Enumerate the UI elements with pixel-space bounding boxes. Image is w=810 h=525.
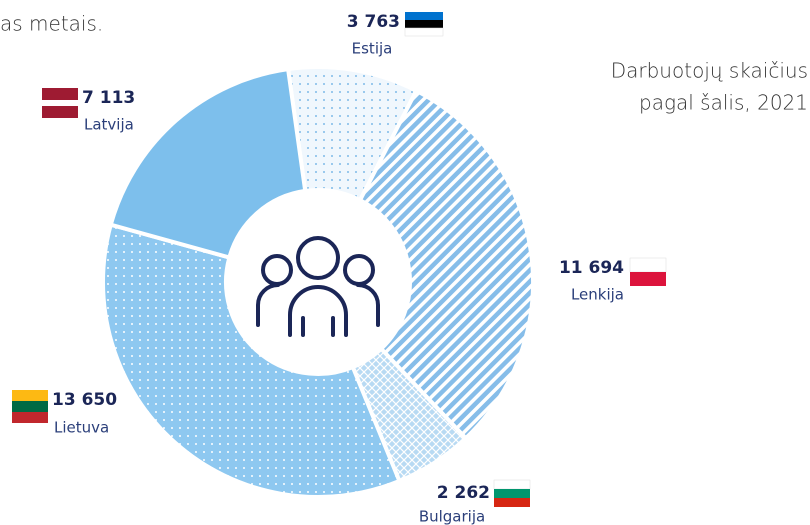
- value-label: 2 262: [437, 483, 490, 503]
- value-label: 3 763: [347, 12, 400, 32]
- category-label: Latvija: [84, 116, 134, 134]
- chart-title: pagal šalis, 2021: [639, 91, 808, 115]
- value-label: 13 650: [52, 390, 117, 410]
- value-label: 7 113: [82, 88, 135, 108]
- category-label: Lenkija: [571, 286, 624, 304]
- donut-segment: [357, 88, 535, 442]
- donut: [101, 65, 535, 499]
- donut-segment: [108, 66, 308, 260]
- category-label: Estija: [352, 40, 393, 58]
- category-label: Bulgarija: [419, 508, 485, 525]
- flag-poland: [629, 257, 667, 286]
- chart-title: Darbuotojų skaičius: [611, 59, 808, 83]
- flag-estonia: [404, 12, 444, 37]
- flag-bulgaria: [493, 479, 531, 507]
- donut-hole: [227, 191, 409, 373]
- caption: as metais.: [0, 12, 103, 36]
- category-label: Lietuva: [54, 419, 109, 437]
- value-label: 11 694: [559, 258, 624, 278]
- flag-lithuania: [12, 390, 48, 423]
- people-icon: [256, 236, 380, 337]
- donut-segment: [101, 222, 402, 499]
- flag-latvia: [42, 88, 78, 118]
